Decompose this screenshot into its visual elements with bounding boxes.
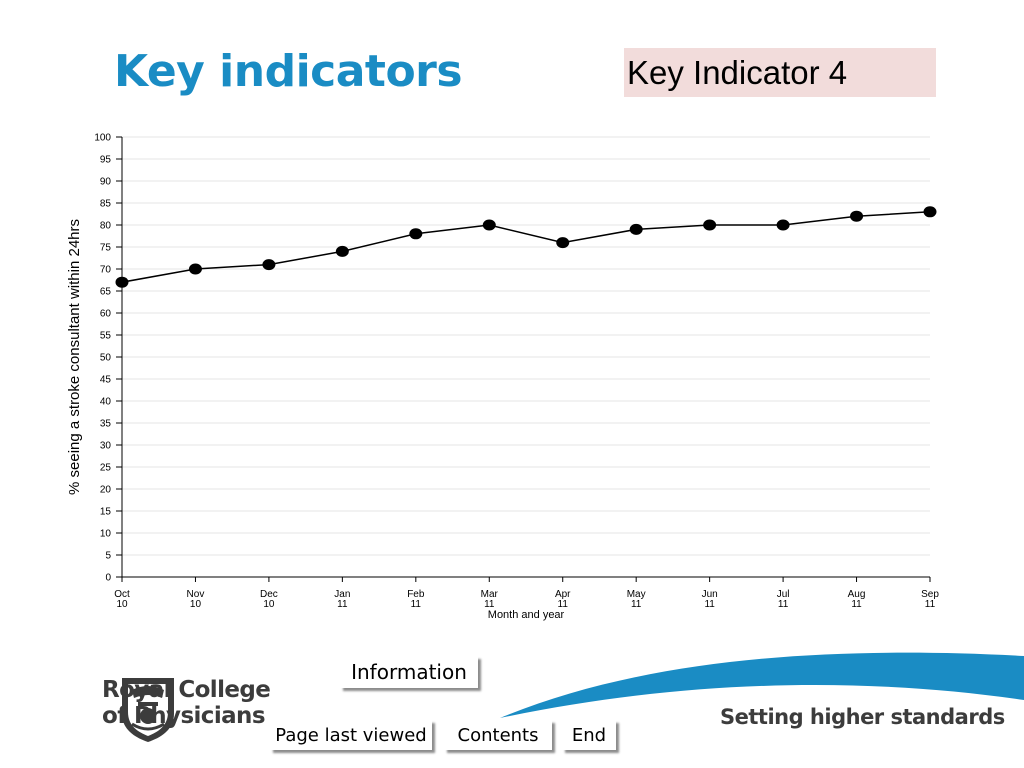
- y-tick-label: 25: [100, 463, 112, 474]
- y-tick-label: 35: [100, 419, 112, 430]
- data-point: [115, 276, 129, 288]
- y-tick-label: 30: [100, 441, 112, 452]
- x-tick-label-year: 10: [116, 599, 128, 610]
- x-tick-label-month: Nov: [187, 589, 205, 600]
- x-tick-labels: Oct10Nov10Dec10Jan11Feb11Mar11Apr11May11…: [114, 589, 939, 610]
- y-tick-label: 70: [100, 265, 112, 276]
- x-tick-label-year: 11: [337, 599, 348, 610]
- x-tick-label-year: 11: [851, 599, 862, 610]
- x-tick-label-year: 11: [925, 599, 936, 610]
- x-tick-label-month: Sep: [921, 589, 939, 600]
- data-point: [923, 206, 937, 218]
- y-tick-label: 65: [100, 287, 112, 298]
- y-tick-label: 10: [100, 529, 112, 540]
- x-tick-label-year: 10: [190, 599, 202, 610]
- data-point: [409, 228, 423, 240]
- y-tick-label: 85: [100, 199, 112, 210]
- tagline: Setting higher standards: [720, 705, 1005, 729]
- y-tick-label: 5: [105, 551, 111, 562]
- org-name-line1: Royal College: [102, 677, 271, 703]
- grid-lines: [122, 136, 930, 556]
- x-tick-label-month: Jul: [777, 589, 790, 600]
- y-tick-label: 55: [100, 331, 112, 342]
- x-tick-label-year: 10: [263, 599, 275, 610]
- y-tick-label: 60: [100, 309, 112, 320]
- data-point: [335, 245, 349, 257]
- x-tick-label-month: Mar: [481, 589, 499, 600]
- rcp-logo-text: Royal College of Physicians: [102, 677, 271, 729]
- y-tick-label: 95: [100, 155, 112, 166]
- data-point: [262, 259, 276, 271]
- x-tick-label-year: 11: [484, 599, 495, 610]
- data-points: [115, 206, 937, 288]
- data-point: [556, 237, 570, 249]
- org-name-line2: of Physicians: [102, 703, 266, 729]
- series-line: [121, 211, 931, 283]
- x-tick-label-year: 11: [778, 599, 789, 610]
- x-tick-label-year: 11: [631, 599, 642, 610]
- x-axis-label: Month and year: [488, 609, 565, 621]
- data-point: [482, 219, 496, 231]
- data-point: [776, 219, 790, 231]
- x-tick-label-month: Jun: [702, 589, 718, 600]
- x-tick-label-month: Dec: [260, 589, 278, 600]
- data-point: [629, 223, 643, 235]
- y-tick-labels: 0 5 10 15 20 25 30 35 40 45 50 55 60 65 70 75 80 85 90 95 10…: [94, 133, 111, 584]
- line-chart: 0 5 10 15 20 25 30 35 40 45 50 55 60 65 70 75 80 85 90 95 10…: [66, 133, 939, 622]
- y-tick-label: 45: [100, 375, 112, 386]
- x-tick-label-month: Oct: [114, 589, 130, 600]
- information-button[interactable]: Information: [340, 656, 478, 688]
- data-point: [703, 219, 717, 231]
- x-tick-label-month: Apr: [555, 589, 571, 600]
- x-tick-label-year: 11: [411, 599, 422, 610]
- y-tick-label: 90: [100, 177, 112, 188]
- y-tick-label: 15: [100, 507, 112, 518]
- y-tick-label: 0: [105, 573, 111, 584]
- data-point: [188, 263, 202, 275]
- x-tick-label-month: Feb: [407, 589, 425, 600]
- end-button[interactable]: End: [562, 720, 616, 750]
- contents-button[interactable]: Contents: [444, 720, 552, 750]
- y-tick-label: 40: [100, 397, 112, 408]
- indicator-badge: Key Indicator 4: [624, 48, 936, 97]
- y-tick-label: 20: [100, 485, 112, 496]
- x-tick-label-month: May: [627, 589, 646, 600]
- axes: [116, 136, 931, 582]
- y-tick-label: 80: [100, 221, 112, 232]
- y-tick-label: 50: [100, 353, 112, 364]
- y-tick-label: 100: [94, 133, 111, 144]
- x-tick-label-month: Jan: [334, 589, 350, 600]
- y-axis-label: % seeing a stroke consultant within 24hr…: [66, 219, 83, 495]
- x-tick-label-year: 11: [704, 599, 715, 610]
- page-last-viewed-button[interactable]: Page last viewed: [270, 720, 432, 750]
- slide-title: Key indicators: [114, 46, 463, 97]
- x-tick-label-year: 11: [558, 599, 569, 610]
- data-point: [850, 210, 864, 222]
- x-tick-label-month: Aug: [848, 589, 866, 600]
- y-tick-label: 75: [100, 243, 112, 254]
- rcp-crest-icon: [122, 678, 174, 742]
